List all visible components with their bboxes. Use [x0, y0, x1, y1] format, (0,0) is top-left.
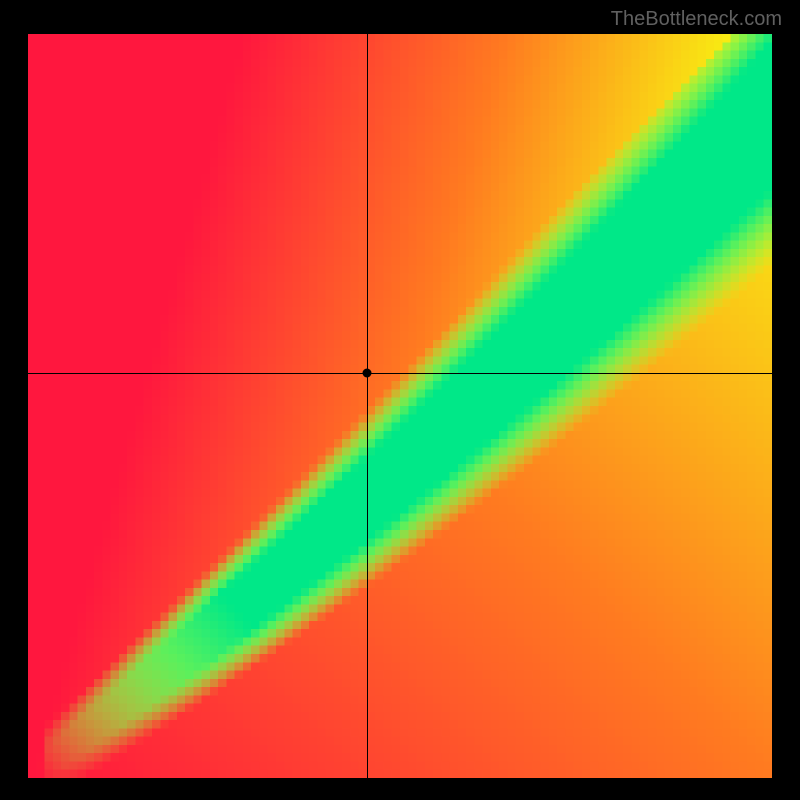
crosshair-vertical	[367, 34, 368, 778]
heatmap-chart	[28, 34, 772, 778]
heatmap-canvas	[28, 34, 772, 778]
attribution-text: TheBottleneck.com	[611, 8, 782, 31]
crosshair-horizontal	[28, 373, 772, 374]
chart-frame: TheBottleneck.com	[0, 0, 800, 800]
crosshair-dot	[362, 368, 371, 377]
